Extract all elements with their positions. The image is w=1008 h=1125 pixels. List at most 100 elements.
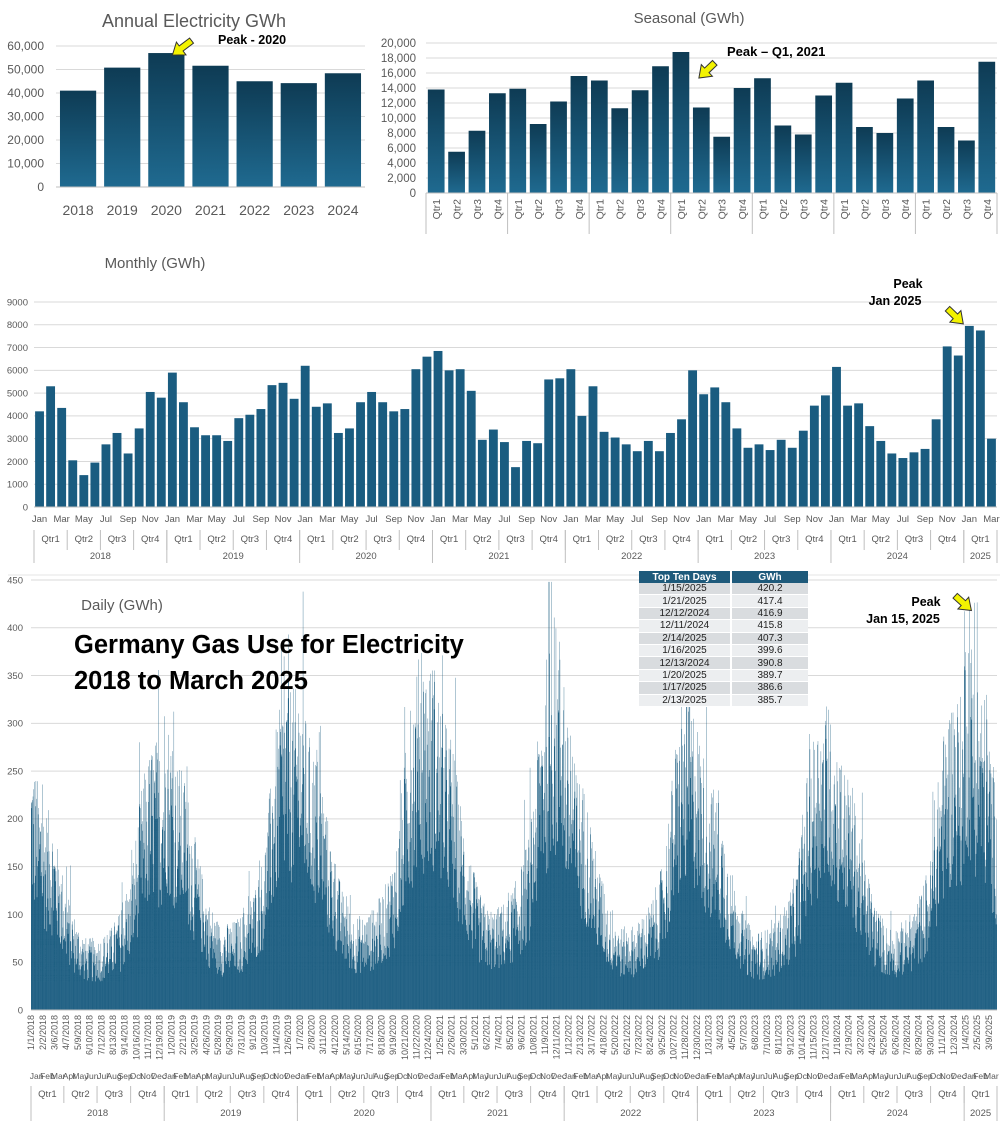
x-tick-label: 8/13/2018 xyxy=(108,1015,118,1055)
x-tick-label: 2020 xyxy=(151,202,182,218)
x-tick-label: Jan xyxy=(829,514,844,525)
bar xyxy=(909,452,919,507)
month-label: Jan xyxy=(829,1071,843,1081)
quarter-label: Qtr3 xyxy=(371,1089,389,1100)
quarter-label: Qtr4 xyxy=(138,1089,156,1100)
bar xyxy=(975,330,985,507)
x-tick-label: 6/15/2020 xyxy=(353,1015,363,1055)
month-label: May xyxy=(72,1071,89,1081)
peak-arrow-icon xyxy=(944,305,964,325)
year-label: 2019 xyxy=(223,551,244,562)
x-tick-label: Mar xyxy=(718,514,734,525)
bar xyxy=(422,356,432,507)
y-tick-label: 9000 xyxy=(7,297,28,308)
x-tick-label: 11/1/2024 xyxy=(937,1015,947,1054)
bar xyxy=(550,101,567,193)
x-tick-label: 10/27/2022 xyxy=(668,1015,678,1060)
x-tick-label: 12/24/2020 xyxy=(423,1015,433,1060)
bar xyxy=(466,390,476,507)
x-tick-label: 11/22/2020 xyxy=(412,1015,422,1059)
top-ten-date: 1/21/2025 xyxy=(639,594,732,608)
x-tick-label: Nov xyxy=(939,514,956,525)
month-label: Feb xyxy=(573,1071,588,1081)
x-tick-label: May xyxy=(75,514,93,525)
x-tick-label: 7/12/2018 xyxy=(96,1015,106,1055)
top-ten-gwh: 385.7 xyxy=(731,694,808,707)
x-tick-label: 5/20/2022 xyxy=(610,1015,620,1055)
month-label: Jul xyxy=(764,1071,775,1081)
x-tick-label: Qtr4 xyxy=(900,199,912,220)
quarter-label: Qtr2 xyxy=(738,1089,756,1100)
bar xyxy=(433,350,443,507)
y-tick-label: 40,000 xyxy=(7,86,44,100)
x-tick-label: Qtr4 xyxy=(574,199,586,220)
quarter-label: Qtr3 xyxy=(905,1089,923,1100)
peak-arrow-icon xyxy=(698,59,718,79)
quarter-label: Qtr1 xyxy=(171,1089,189,1100)
month-label: Apr xyxy=(596,1071,609,1081)
bar xyxy=(511,467,520,507)
month-label: Jan xyxy=(963,1071,977,1081)
quarter-label: Qtr3 xyxy=(108,534,126,545)
year-label: 2020 xyxy=(355,551,376,562)
x-tick-label: Jul xyxy=(764,514,776,525)
month-label: Jan xyxy=(296,1071,310,1081)
bar xyxy=(389,411,399,507)
bar xyxy=(367,391,377,507)
y-tick-label: 6,000 xyxy=(387,143,416,155)
quarter-label: Qtr1 xyxy=(571,1089,589,1100)
quarter-label: Qtr3 xyxy=(905,534,923,545)
y-tick-label: 30,000 xyxy=(7,110,44,124)
bar xyxy=(101,444,111,507)
quarter-label: Qtr3 xyxy=(105,1089,123,1100)
x-tick-label: 4/7/2018 xyxy=(61,1015,71,1050)
bar xyxy=(533,443,543,507)
quarter-label: Qtr3 xyxy=(506,534,524,545)
top-ten-date: 2/13/2025 xyxy=(639,694,732,707)
month-label: Dec xyxy=(684,1071,700,1081)
x-tick-label: Qtr4 xyxy=(492,199,504,220)
quarter-label: Qtr2 xyxy=(204,1089,222,1100)
month-label: May xyxy=(872,1071,889,1081)
monthly-chart: Monthly (GWh) 0 1000 2000 3000 4000 5000 6000 70… xyxy=(7,255,1000,563)
bar xyxy=(621,444,631,507)
bar xyxy=(843,405,852,507)
top-ten-header-row: Top Ten Days GWh xyxy=(639,571,808,583)
month-label: Jul xyxy=(497,1071,508,1081)
month-label: Aug xyxy=(373,1071,388,1081)
bar xyxy=(289,398,299,507)
x-tick-label: 9/14/2018 xyxy=(120,1015,130,1055)
month-label: Mar xyxy=(318,1071,333,1081)
x-tick-label: 2/13/2022 xyxy=(575,1015,585,1055)
x-tick-label: Mar xyxy=(983,514,999,525)
y-tick-label: 8,000 xyxy=(387,128,416,140)
bar xyxy=(123,453,133,507)
top-ten-date: 1/16/2025 xyxy=(639,644,732,658)
quarter-label: Qtr3 xyxy=(238,1089,256,1100)
month-label: Mar xyxy=(717,1071,732,1081)
bar xyxy=(509,88,527,193)
bar xyxy=(920,448,930,507)
bar xyxy=(809,405,819,507)
x-tick-label: 2/19/2024 xyxy=(844,1015,854,1055)
bar xyxy=(90,462,100,507)
bar xyxy=(631,90,649,193)
top-ten-date: 12/12/2024 xyxy=(639,607,732,621)
x-tick-label: 10/3/2019 xyxy=(260,1015,270,1055)
x-tick-label: Qtr3 xyxy=(472,199,484,220)
bar xyxy=(588,386,598,507)
month-label: Jul xyxy=(364,1071,375,1081)
quarter-label: Qtr3 xyxy=(638,1089,656,1100)
x-tick-label: Nov xyxy=(407,514,424,525)
month-label: Nov xyxy=(806,1071,822,1081)
top-ten-gwh: 386.6 xyxy=(731,681,808,695)
month-label: Oct xyxy=(263,1071,277,1081)
x-tick-label: Sep xyxy=(385,514,402,525)
daily-chart: Daily (GWh) 0 50 100 150 200 250 300 350 400 450 1/… xyxy=(7,575,999,1121)
x-tick-label: 5/1/2021 xyxy=(470,1015,480,1050)
y-tick-label: 3000 xyxy=(7,434,28,445)
x-tick-label: Sep xyxy=(784,514,801,525)
bar xyxy=(68,460,78,507)
y-tick-label: 10,000 xyxy=(381,113,416,125)
x-tick-label: Sep xyxy=(917,514,934,525)
